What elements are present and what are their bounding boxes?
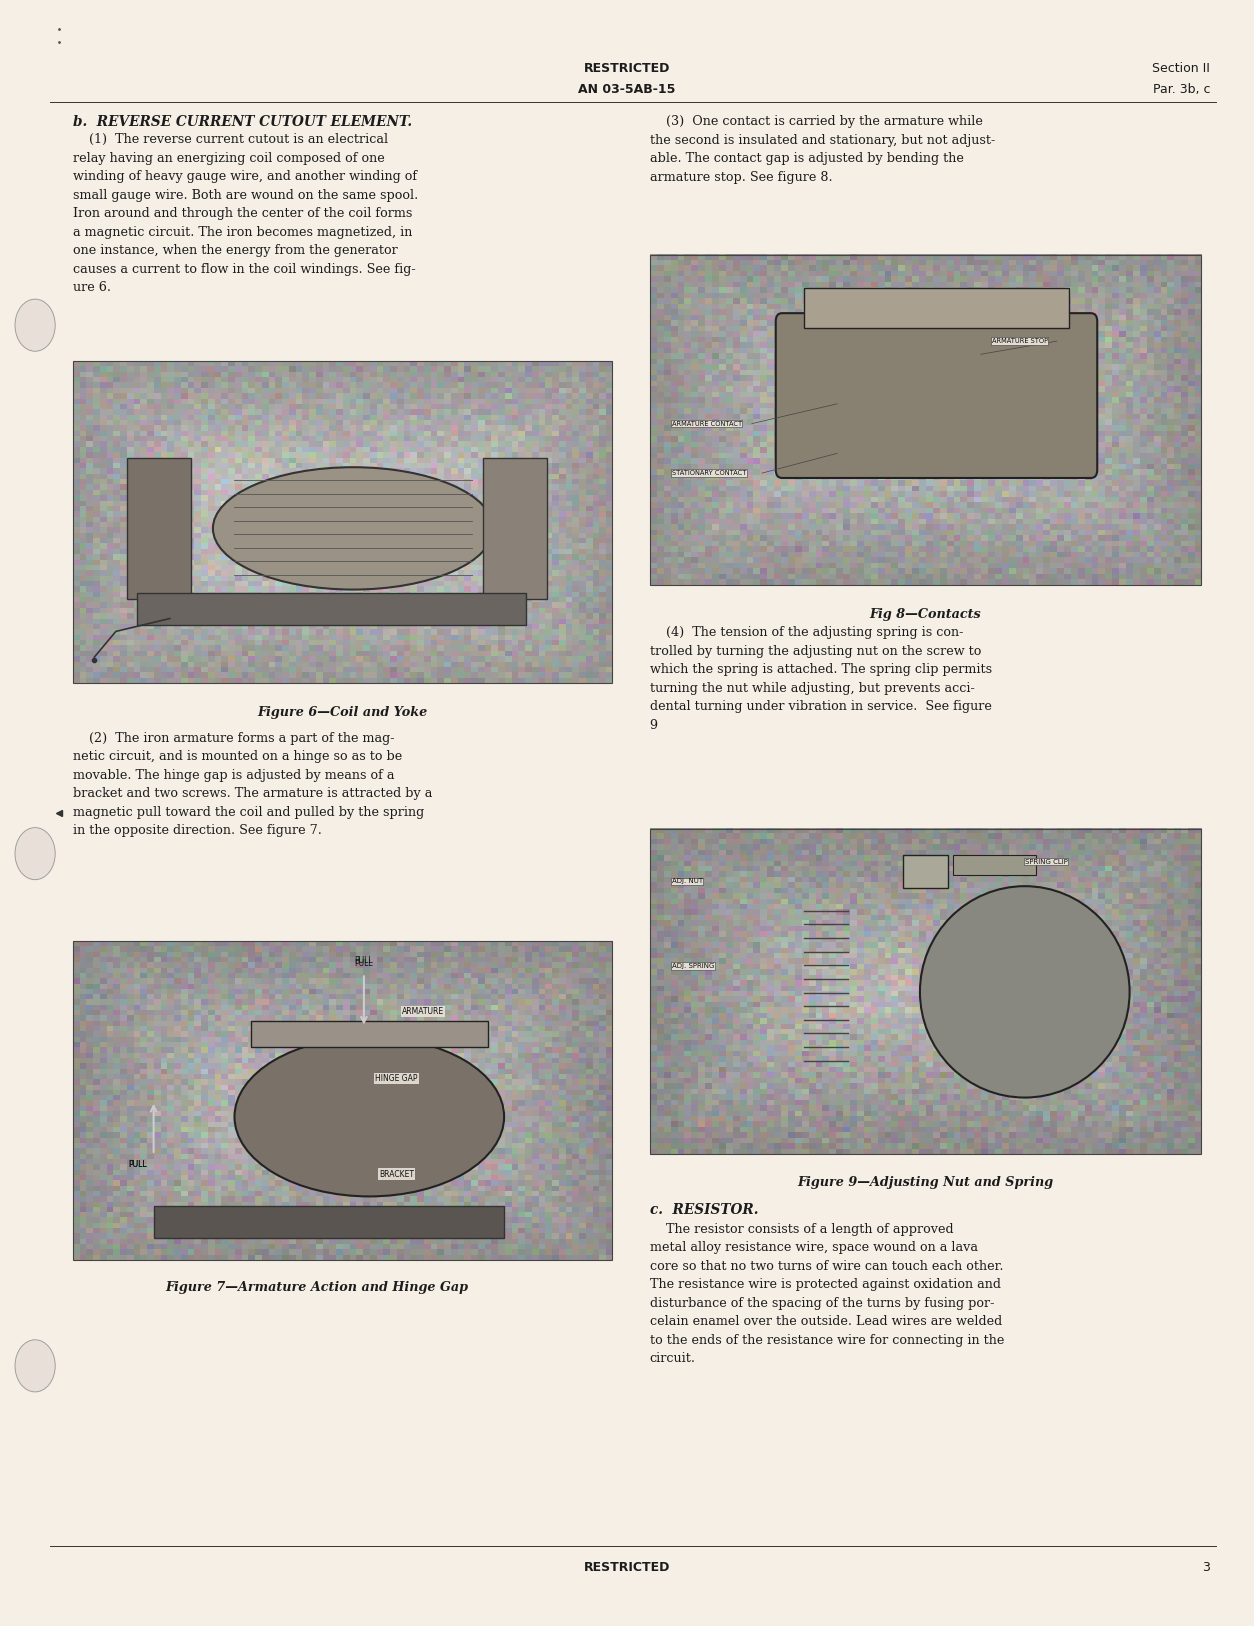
Text: PULL: PULL [128,1159,147,1169]
Ellipse shape [213,467,493,590]
Text: PULL: PULL [355,956,374,966]
Text: (4)  The tension of the adjusting spring is con-
trolled by turning the adjustin: (4) The tension of the adjusting spring … [650,626,992,732]
Text: 3: 3 [1203,1561,1210,1574]
Text: Fig 8—Contacts: Fig 8—Contacts [869,608,982,621]
Bar [251,1021,488,1047]
Ellipse shape [920,886,1130,1098]
Text: PULL: PULL [128,1159,147,1169]
Text: (1)  The reverse current cutout is an electrical
relay having an energizing coil: (1) The reverse current cutout is an ele… [73,133,418,294]
Text: SPRING CLIP: SPRING CLIP [1025,859,1067,865]
Text: c.  RESISTOR.: c. RESISTOR. [650,1203,759,1218]
Circle shape [15,1340,55,1392]
Circle shape [15,299,55,351]
Text: (2)  The iron armature forms a part of the mag-
netic circuit, and is mounted on: (2) The iron armature forms a part of th… [73,732,433,837]
Text: HINGE GAP: HINGE GAP [375,1075,418,1083]
Text: ADJ. NUT: ADJ. NUT [672,878,702,885]
Text: The resistor consists of a length of approved
metal alloy resistance wire, space: The resistor consists of a length of app… [650,1223,1004,1366]
Text: PULL: PULL [355,959,374,967]
FancyBboxPatch shape [776,314,1097,478]
Text: ADJ. SPRING: ADJ. SPRING [672,963,714,969]
Bar [73,941,612,1260]
Text: Figure 6—Coil and Yoke: Figure 6—Coil and Yoke [257,706,428,719]
Bar [650,829,1201,1154]
Bar [73,361,612,683]
Bar [127,457,192,600]
Bar [138,593,525,624]
Bar [483,457,547,600]
Text: ARMATURE STOP: ARMATURE STOP [992,338,1048,345]
Text: Figure 7—Armature Action and Hinge Gap: Figure 7—Armature Action and Hinge Gap [166,1281,469,1294]
Ellipse shape [234,1037,504,1197]
Text: Section II: Section II [1152,62,1210,75]
Text: RESTRICTED: RESTRICTED [584,62,670,75]
Bar [953,855,1036,875]
Text: Figure 9—Adjusting Nut and Spring: Figure 9—Adjusting Nut and Spring [798,1176,1053,1189]
Circle shape [15,828,55,880]
Bar [903,855,948,888]
Text: BRACKET: BRACKET [379,1169,414,1179]
Text: b.  REVERSE CURRENT CUTOUT ELEMENT.: b. REVERSE CURRENT CUTOUT ELEMENT. [73,115,411,130]
Bar [650,255,1201,585]
Text: STATIONARY CONTACT: STATIONARY CONTACT [672,470,746,476]
Bar [804,288,1068,328]
Bar [154,1206,504,1237]
Text: AN 03-5AB-15: AN 03-5AB-15 [578,83,676,96]
Text: (3)  One contact is carried by the armature while
the second is insulated and st: (3) One contact is carried by the armatu… [650,115,994,184]
Text: ARMATURE CONTACT: ARMATURE CONTACT [672,421,742,426]
Text: RESTRICTED: RESTRICTED [584,1561,670,1574]
Text: Par. 3b, c: Par. 3b, c [1152,83,1210,96]
Text: ARMATURE: ARMATURE [403,1006,444,1016]
